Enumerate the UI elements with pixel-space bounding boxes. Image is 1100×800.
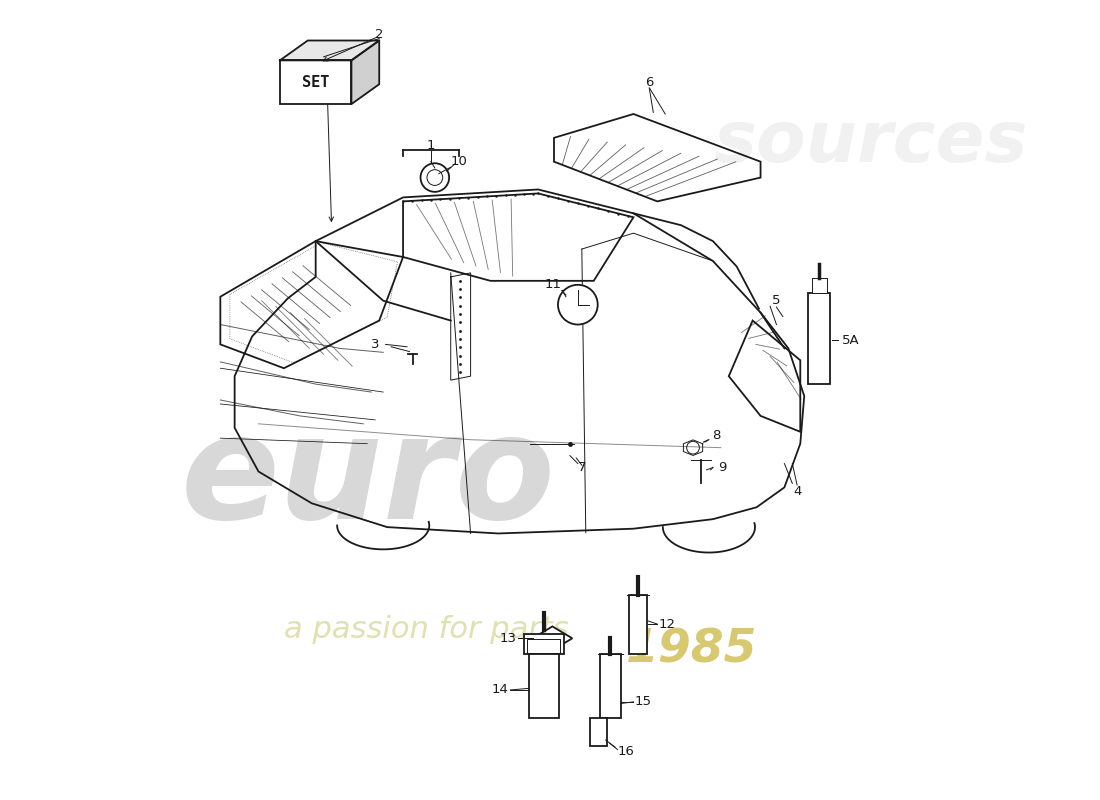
Text: 2: 2 (375, 28, 384, 41)
Circle shape (558, 285, 597, 325)
Text: 11: 11 (544, 278, 562, 291)
Text: 8: 8 (712, 430, 720, 442)
Text: 15: 15 (635, 695, 651, 708)
Text: 6: 6 (645, 76, 653, 89)
Text: 5A: 5A (842, 334, 859, 347)
Text: 4: 4 (793, 485, 801, 498)
FancyBboxPatch shape (524, 634, 563, 654)
Text: 5: 5 (772, 294, 781, 307)
Text: 16: 16 (617, 745, 634, 758)
Text: 10: 10 (450, 155, 468, 168)
Text: 1: 1 (427, 139, 436, 152)
Text: 1985: 1985 (626, 627, 757, 672)
Text: 13: 13 (499, 632, 516, 645)
FancyBboxPatch shape (812, 278, 827, 293)
Text: 9: 9 (718, 461, 727, 474)
FancyBboxPatch shape (590, 718, 607, 746)
Text: 7: 7 (578, 461, 586, 474)
Text: euro: euro (180, 408, 556, 549)
FancyBboxPatch shape (601, 654, 620, 718)
FancyBboxPatch shape (279, 60, 351, 104)
Text: 3: 3 (371, 338, 380, 351)
Text: 12: 12 (658, 618, 675, 630)
Text: SET: SET (302, 74, 329, 90)
Circle shape (420, 163, 449, 192)
FancyBboxPatch shape (808, 293, 830, 384)
FancyBboxPatch shape (629, 594, 647, 654)
Text: sources: sources (713, 108, 1027, 177)
Polygon shape (279, 41, 379, 60)
FancyBboxPatch shape (529, 650, 559, 718)
Text: 14: 14 (492, 683, 508, 697)
Text: a passion for parts: a passion for parts (284, 615, 569, 644)
Polygon shape (351, 41, 380, 104)
